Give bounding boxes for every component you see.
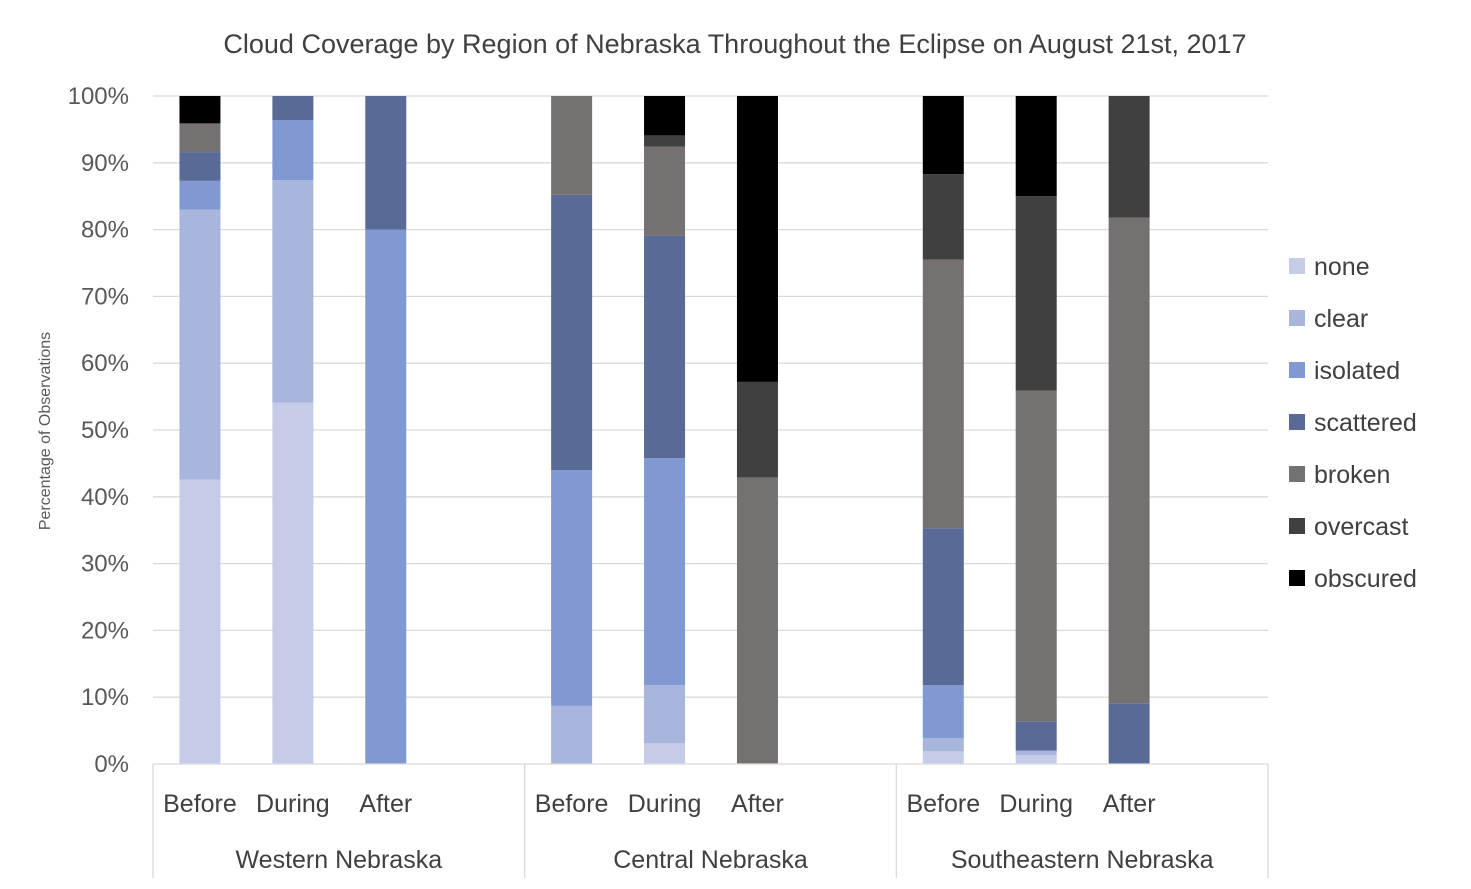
x-category-label: After — [359, 790, 412, 818]
bar-segment-none — [922, 751, 964, 764]
bar-segment-scattered — [644, 235, 686, 459]
bar-segment-broken — [179, 123, 221, 153]
bar-segment-overcast — [644, 135, 686, 147]
x-group-label: Central Nebraska — [613, 846, 808, 874]
x-category-label: Before — [906, 790, 980, 818]
y-tick-label: 40% — [81, 484, 129, 511]
legend-swatch-overcast — [1289, 518, 1305, 534]
legend-label-obscured: obscured — [1314, 565, 1417, 593]
y-tick-label: 30% — [81, 551, 129, 578]
bar-segment-obscured — [922, 96, 964, 175]
bar-segment-overcast — [922, 174, 964, 260]
y-axis-label: Percentage of Observations — [37, 332, 54, 530]
gridlines — [153, 95, 1268, 698]
y-tick-label: 0% — [94, 751, 129, 778]
bar-segment-clear — [551, 705, 593, 764]
bar-segment-isolated — [644, 458, 686, 686]
bar-segment-scattered — [365, 96, 407, 230]
bar-segment-scattered — [922, 528, 964, 686]
bar-segment-clear — [272, 180, 314, 403]
bar-segment-isolated — [922, 685, 964, 738]
y-tick-label: 100% — [68, 83, 129, 110]
legend-label-overcast: overcast — [1314, 513, 1409, 541]
x-group-label: Southeastern Nebraska — [951, 846, 1214, 874]
bar-segment-isolated — [272, 120, 314, 181]
x-category-label: Before — [163, 790, 237, 818]
bar-segment-isolated — [365, 229, 407, 765]
x-category-label: During — [256, 790, 330, 818]
legend-label-none: none — [1314, 253, 1370, 281]
bar-segment-scattered — [272, 96, 314, 121]
y-tick-label: 80% — [81, 217, 129, 244]
chart-title: Cloud Coverage by Region of Nebraska Thr… — [223, 29, 1246, 59]
bar-segment-broken — [1015, 390, 1057, 722]
legend-swatch-broken — [1289, 466, 1305, 482]
bar-segment-obscured — [179, 96, 221, 124]
bar-segment-scattered — [1015, 721, 1057, 751]
legend-label-scattered: scattered — [1314, 409, 1417, 437]
legend-label-broken: broken — [1314, 461, 1390, 489]
bar-segment-broken — [736, 477, 778, 764]
legend-swatch-isolated — [1289, 362, 1305, 378]
x-group-label: Western Nebraska — [236, 846, 443, 874]
bar-segment-none — [179, 479, 221, 764]
y-tick-label: 60% — [81, 350, 129, 377]
bar-segment-broken — [922, 259, 964, 529]
bar-segment-overcast — [736, 381, 778, 478]
legend-swatch-obscured — [1289, 570, 1305, 586]
x-category-label: After — [1103, 790, 1156, 818]
bar-segment-clear — [1015, 750, 1057, 756]
bar-segment-none — [272, 402, 314, 764]
legend-swatch-clear — [1289, 310, 1305, 326]
y-tick-label: 50% — [81, 417, 129, 444]
bars — [179, 96, 1150, 765]
legend-label-clear: clear — [1314, 305, 1368, 333]
y-tick-label: 20% — [81, 617, 129, 644]
bar-segment-clear — [179, 209, 221, 480]
bar-segment-obscured — [1015, 96, 1057, 197]
bar-segment-overcast — [1108, 96, 1150, 218]
legend-swatch-scattered — [1289, 414, 1305, 430]
bar-segment-scattered — [551, 194, 593, 471]
legend-swatch-none — [1289, 258, 1305, 274]
bar-segment-overcast — [1015, 196, 1057, 391]
bar-segment-broken — [551, 96, 593, 195]
bar-segment-clear — [644, 685, 686, 744]
bar-segment-scattered — [1108, 703, 1150, 764]
bar-segment-none — [1015, 755, 1057, 764]
bar-segment-broken — [1108, 217, 1150, 704]
legend-label-isolated: isolated — [1314, 357, 1400, 385]
y-tick-label: 10% — [81, 684, 129, 711]
legend: none clear isolated scattered broken overcast… — [1289, 253, 1417, 593]
y-axis-ticks: 0% 10% 20% 30% 40% 50% 60% 70% 80% 90% 100% — [68, 83, 129, 778]
bar-segment-scattered — [179, 152, 221, 181]
bar-segment-isolated — [179, 180, 221, 210]
y-tick-label: 70% — [81, 283, 129, 310]
x-category-label: During — [628, 790, 702, 818]
x-category-label: After — [731, 790, 784, 818]
bar-segment-clear — [922, 737, 964, 752]
bar-segment-broken — [644, 146, 686, 236]
x-category-label: Before — [535, 790, 609, 818]
bar-segment-obscured — [644, 96, 686, 136]
bar-segment-isolated — [551, 470, 593, 706]
bar-segment-obscured — [736, 96, 778, 382]
x-axis: Before During After Western Nebraska Before D… — [152, 763, 1269, 878]
x-category-label: During — [999, 790, 1073, 818]
y-tick-label: 90% — [81, 150, 129, 177]
bar-segment-none — [644, 743, 686, 764]
